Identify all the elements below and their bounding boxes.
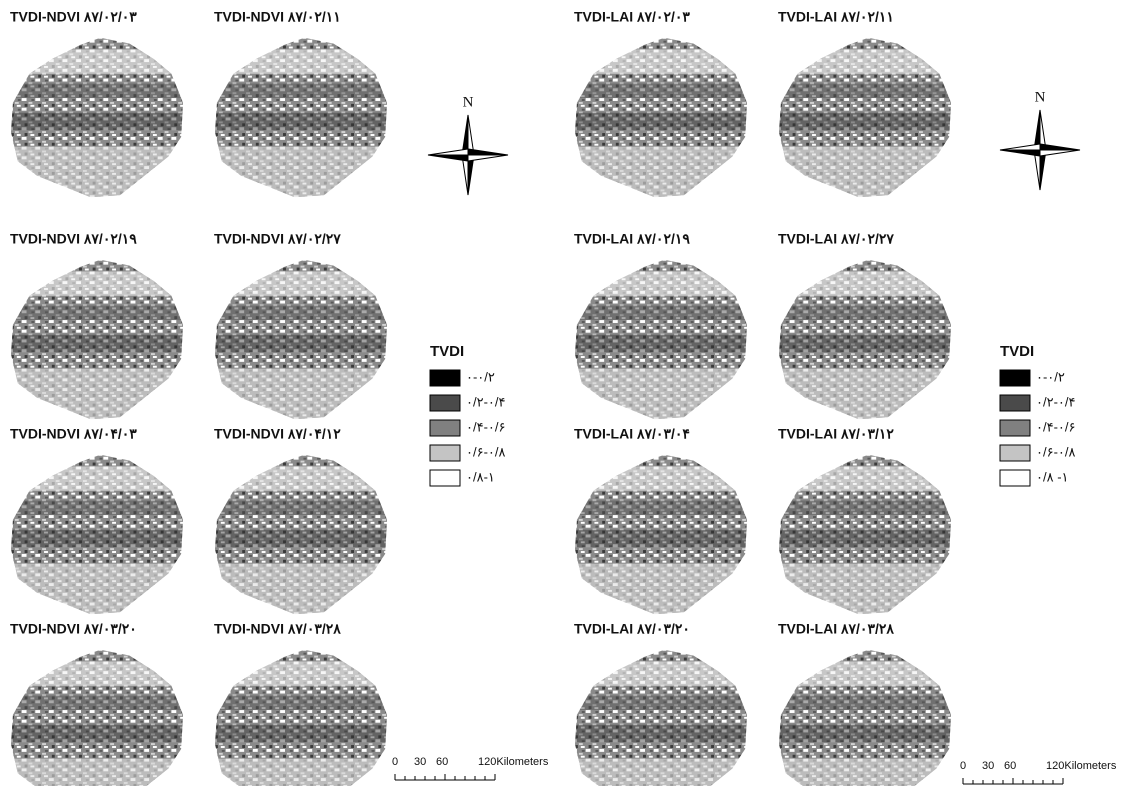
arrow-part [1000,144,1040,150]
scale-bar: 0 30 60 120Kilometers [960,760,1117,784]
arrow-part [468,149,508,155]
legend-swatch [1000,470,1030,486]
arrow-part [1040,144,1080,150]
panel-title: TVDI-NDVI ۸۷/۰۲/۱۹ [10,231,137,247]
map-image [8,447,188,622]
legend-swatch [430,445,460,461]
arrow-part [468,155,508,161]
panel-title: TVDI-LAI ۸۷/۰۲/۰۳ [574,9,690,25]
map-image [572,642,752,786]
panel-title: TVDI-LAI ۸۷/۰۲/۱۹ [574,231,690,247]
scale-label: 60 [436,756,448,768]
legend-label: ۰/۴-۰/۶ [1036,419,1075,434]
panel-title: TVDI-LAI ۸۷/۰۳/۱۲ [778,426,894,442]
legend-label: ۰/۴-۰/۶ [466,419,505,434]
scale-label: 30 [414,756,426,768]
north-label: N [463,94,474,110]
map-image [776,30,956,205]
legend-swatch [1000,370,1030,386]
panel-title: TVDI-LAI ۸۷/۰۲/۲۷ [778,231,894,247]
map-image [572,30,752,205]
arrow-part [1000,150,1040,156]
scale-bar: 0 30 60 120Kilometers [392,756,549,780]
legend-label: ۰/۸ -۱ [1036,469,1069,484]
legend-swatch [1000,420,1030,436]
map-layer: TVDI-NDVI ۸۷/۰۲/۰۳ TVDI-NDVI ۸۷/۰۲/۱۱ TVDI… [8,9,1117,786]
scale-label: 0 [960,760,966,772]
legend-swatch [1000,445,1030,461]
panel-title: TVDI-LAI ۸۷/۰۳/۲۰ [574,621,690,637]
scale-label: 120Kilometers [478,756,549,768]
panel-title: TVDI-LAI ۸۷/۰۳/۲۸ [778,621,894,637]
map-image [212,30,392,205]
panel-title: TVDI-LAI ۸۷/۰۳/۰۴ [574,426,690,442]
north-label: N [1035,89,1046,105]
map-image [8,642,188,786]
map-image [776,447,956,622]
panel-title: TVDI-LAI ۸۷/۰۲/۱۱ [778,9,894,25]
scale-label: 120Kilometers [1046,760,1117,772]
arrow-part [428,155,468,161]
map-image [572,252,752,427]
north-arrow: N [1000,89,1080,190]
panel-title: TVDI-NDVI ۸۷/۰۲/۱۱ [214,9,341,25]
arrow-part [1040,150,1080,156]
map-image [776,252,956,427]
legend-label: ۰/۲-۰/۴ [1036,394,1076,409]
legend-label: ۰/۸-۱ [466,469,495,484]
arrow-part [428,149,468,155]
legend-swatch [430,470,460,486]
panel-title: TVDI-NDVI ۸۷/۰۴/۰۳ [10,426,137,442]
panel-title: TVDI-NDVI ۸۷/۰۲/۰۳ [10,9,137,25]
map-image [8,30,188,205]
legend-swatch [430,395,460,411]
scale-label: 60 [1004,760,1016,772]
map-image [212,642,392,786]
map-image [212,252,392,427]
north-arrow: N [428,94,508,195]
panel-title: TVDI-NDVI ۸۷/۰۳/۲۰ [10,621,137,637]
map-image [776,642,956,786]
scale-label: 0 [392,756,398,768]
legend-label: ۰/۲-۰/۴ [466,394,506,409]
legend-title: TVDI [430,343,464,360]
legend-label: ۰-۰/۲ [466,369,495,384]
map-image [572,447,752,622]
scale-label: 30 [982,760,994,772]
figure: TVDI-NDVI ۸۷/۰۲/۰۳ TVDI-NDVI ۸۷/۰۲/۱۱ TVDI… [0,0,1142,786]
legend-label: ۰/۶-۰/۸ [1036,444,1076,459]
legend-swatch [1000,395,1030,411]
legend-label: ۰-۰/۲ [1036,369,1065,384]
panel-title: TVDI-NDVI ۸۷/۰۳/۲۸ [214,621,341,637]
legend-title: TVDI [1000,343,1034,360]
panel-title: TVDI-NDVI ۸۷/۰۲/۲۷ [214,231,341,247]
legend-label: ۰/۶-۰/۸ [466,444,506,459]
map-image [8,252,188,427]
panel-title: TVDI-NDVI ۸۷/۰۴/۱۲ [214,426,341,442]
legend-swatch [430,420,460,436]
legend-swatch [430,370,460,386]
map-image [212,447,392,622]
